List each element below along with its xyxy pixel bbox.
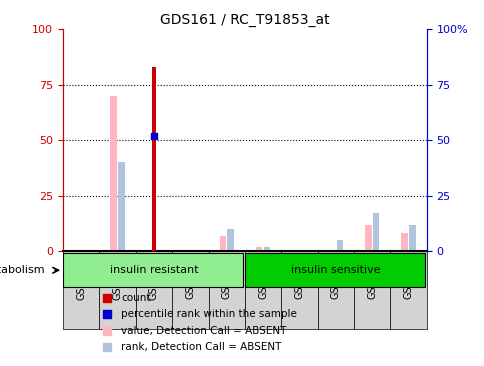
Bar <box>401 234 407 251</box>
Bar <box>219 236 226 251</box>
Bar <box>281 251 317 329</box>
Bar <box>110 96 117 251</box>
Bar <box>227 229 233 251</box>
Bar <box>263 247 270 251</box>
Bar <box>256 247 262 251</box>
Text: count: count <box>121 293 151 303</box>
Bar <box>317 251 353 329</box>
Text: insulin sensitive: insulin sensitive <box>290 265 380 275</box>
Bar <box>244 251 281 329</box>
Point <box>103 328 110 334</box>
Text: metabolism: metabolism <box>0 265 45 275</box>
Text: insulin resistant: insulin resistant <box>109 265 198 275</box>
Bar <box>118 163 124 251</box>
Point <box>103 311 110 317</box>
Bar <box>172 251 208 329</box>
Point <box>103 295 110 301</box>
Bar <box>99 251 136 329</box>
Bar <box>136 251 172 329</box>
Bar <box>372 213 378 251</box>
Title: GDS161 / RC_T91853_at: GDS161 / RC_T91853_at <box>160 13 329 27</box>
Bar <box>152 67 155 251</box>
Bar <box>364 225 371 251</box>
Bar <box>63 251 99 329</box>
Point <box>150 133 157 139</box>
Text: percentile rank within the sample: percentile rank within the sample <box>121 310 297 320</box>
Bar <box>336 240 342 251</box>
Bar <box>353 251 390 329</box>
FancyBboxPatch shape <box>63 253 242 287</box>
Text: value, Detection Call = ABSENT: value, Detection Call = ABSENT <box>121 326 286 336</box>
Bar <box>390 251 426 329</box>
FancyBboxPatch shape <box>244 253 424 287</box>
Bar <box>208 251 244 329</box>
Point <box>103 344 110 350</box>
Text: rank, Detection Call = ABSENT: rank, Detection Call = ABSENT <box>121 343 281 352</box>
Bar <box>408 225 415 251</box>
